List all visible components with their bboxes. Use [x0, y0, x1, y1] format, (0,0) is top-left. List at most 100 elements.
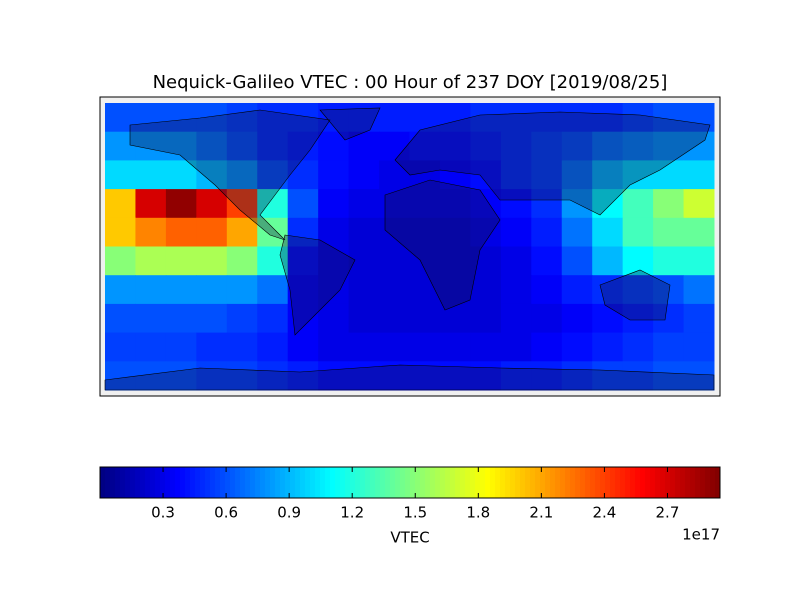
- colorbar-segment: [680, 467, 686, 498]
- colorbar-segment: [495, 467, 501, 498]
- heat-cell: [165, 275, 197, 305]
- heat-cell: [287, 217, 319, 247]
- colorbar-segment: [325, 467, 331, 498]
- colorbar-segment: [485, 467, 491, 498]
- colorbar-offset: 1e17: [682, 526, 720, 544]
- continent: [599, 269, 671, 321]
- colorbar-segment: [395, 467, 401, 498]
- heat-cell: [500, 361, 532, 391]
- heat-cell: [622, 275, 654, 305]
- colorbar-segment: [405, 467, 411, 498]
- colorbar-tick-label: 2.4: [592, 504, 616, 522]
- heat-cell: [653, 361, 685, 391]
- colorbar-segment: [470, 467, 476, 498]
- heat-cell: [653, 131, 685, 161]
- heat-cell: [653, 217, 685, 247]
- colorbar-segment: [290, 467, 296, 498]
- heat-cell: [683, 160, 715, 190]
- heat-cell: [683, 131, 715, 161]
- heat-cell: [135, 303, 167, 334]
- heat-cell: [318, 332, 350, 362]
- colorbar-segment: [295, 467, 301, 498]
- heat-cell: [653, 332, 685, 362]
- heat-cell: [287, 303, 319, 334]
- colorbar-segment: [665, 467, 671, 498]
- colorbar-segment: [645, 467, 651, 498]
- heat-cell: [500, 217, 532, 247]
- heat-cell: [622, 160, 654, 190]
- colorbar-segment: [190, 467, 196, 498]
- heat-cell: [257, 303, 289, 334]
- colorbar-segment: [555, 467, 561, 498]
- heat-cell: [683, 303, 715, 334]
- colorbar-segment: [450, 467, 456, 498]
- heat-cell: [196, 275, 228, 305]
- colorbar-segment: [355, 467, 361, 498]
- colorbar-segment: [245, 467, 251, 498]
- heat-cell: [196, 246, 228, 276]
- colorbar-segment: [690, 467, 696, 498]
- heat-cell: [439, 131, 471, 161]
- colorbar-segment: [700, 467, 706, 498]
- heat-cell: [592, 103, 624, 133]
- heat-cell: [105, 217, 136, 247]
- colorbar-segment: [655, 467, 661, 498]
- heat-cell: [683, 189, 715, 219]
- heat-cell: [531, 189, 563, 219]
- heat-cell: [135, 103, 167, 133]
- heat-cell: [470, 303, 502, 334]
- colorbar-segment: [320, 467, 326, 498]
- heat-cell: [500, 189, 532, 219]
- heat-cell: [196, 361, 228, 391]
- heat-cell: [348, 332, 380, 362]
- heat-cell: [470, 160, 502, 190]
- heat-cell: [257, 361, 289, 391]
- colorbar-segment: [175, 467, 181, 498]
- heat-cell: [165, 246, 197, 276]
- colorbar-segment: [200, 467, 206, 498]
- heat-cell: [531, 131, 563, 161]
- heat-cell: [105, 303, 136, 334]
- colorbar-tick-label: 2.1: [529, 504, 553, 522]
- colorbar-segment: [210, 467, 216, 498]
- colorbar-segment: [625, 467, 631, 498]
- colorbar-segment: [635, 467, 641, 498]
- heat-cell: [470, 332, 502, 362]
- colorbar-tick-label: 0.6: [214, 504, 238, 522]
- heat-cell: [135, 189, 167, 219]
- heat-cell: [500, 303, 532, 334]
- colorbar-segment: [550, 467, 556, 498]
- heat-cell: [379, 131, 410, 161]
- heat-cell: [226, 160, 258, 190]
- colorbar-segment: [130, 467, 136, 498]
- heat-cell: [135, 361, 167, 391]
- heat-cell: [226, 189, 258, 219]
- heat-cell: [439, 217, 471, 247]
- heat-cell: [257, 332, 289, 362]
- heat-cell: [561, 246, 593, 276]
- colorbar-segment: [265, 467, 271, 498]
- colorbar-segment: [715, 467, 721, 498]
- colorbar-tick-label: 0.3: [151, 504, 175, 522]
- heat-cell: [105, 246, 136, 276]
- heat-cell: [257, 103, 289, 133]
- colorbar-segment: [595, 467, 601, 498]
- heatmap: [105, 103, 715, 391]
- continent: [319, 107, 381, 141]
- heat-cell: [592, 275, 624, 305]
- colorbar-segment: [525, 467, 531, 498]
- colorbar-segment: [695, 467, 701, 498]
- colorbar-segment: [615, 467, 621, 498]
- heat-cell: [257, 131, 289, 161]
- colorbar-segment: [610, 467, 616, 498]
- colorbar-segment: [155, 467, 161, 498]
- colorbar-segment: [145, 467, 151, 498]
- heat-cell: [592, 361, 624, 391]
- heat-cell: [531, 303, 563, 334]
- colorbar-segment: [300, 467, 306, 498]
- land: [104, 107, 715, 391]
- heat-cell: [531, 160, 563, 190]
- colorbar-segment: [600, 467, 606, 498]
- heat-cell: [196, 131, 228, 161]
- heat-cell: [622, 217, 654, 247]
